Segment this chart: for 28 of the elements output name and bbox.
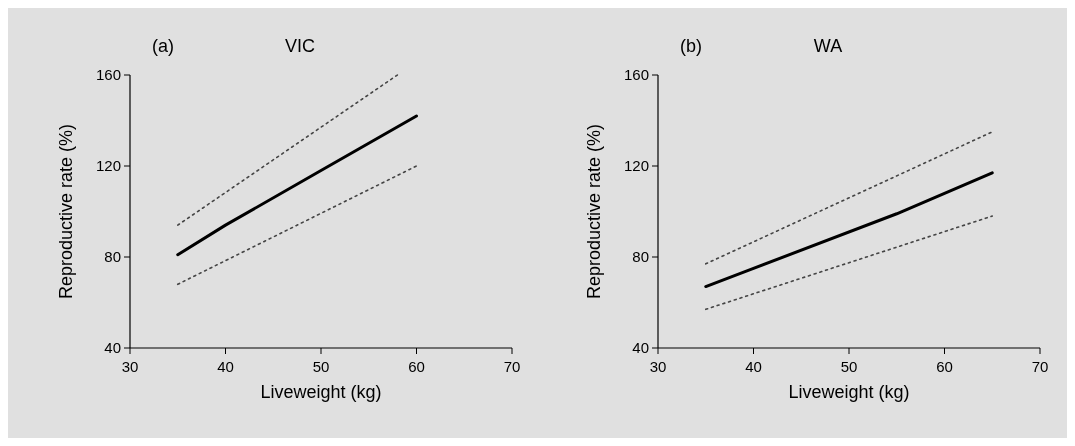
x-tick-label: 40: [217, 358, 234, 375]
y-tick-label: 80: [632, 248, 649, 265]
line-series: [704, 171, 994, 289]
x-tick-label: 30: [121, 358, 139, 375]
x-tick-label: 30: [649, 358, 667, 375]
y-tick-label: 160: [95, 66, 121, 83]
x-axis-title: Liveweight (kg): [788, 382, 910, 402]
x-tick-label: 50: [840, 358, 858, 375]
text: (a): [152, 36, 174, 56]
x-tick-label: 70: [1031, 358, 1049, 375]
y-axis-title: Reproductive rate (%): [56, 123, 76, 300]
line-series: [176, 114, 418, 257]
x-tick-label: 40: [745, 358, 762, 375]
y-tick-label: 120: [95, 157, 121, 174]
x-axis-title: Liveweight (kg): [260, 382, 382, 402]
y-axis-title: Reproductive rate (%): [584, 123, 604, 300]
x-tick-label: 70: [503, 358, 521, 375]
x-tick-label: 60: [936, 358, 953, 375]
y-tick-label: 40: [632, 339, 649, 356]
chart-title: VIC: [284, 36, 316, 56]
x-tick-label: 60: [408, 358, 425, 375]
y-tick-label: 80: [104, 248, 121, 265]
chart-title: WA: [813, 36, 843, 56]
text: (b): [680, 36, 702, 56]
y-tick-label: 160: [623, 66, 649, 83]
y-tick-label: 120: [623, 157, 649, 174]
y-tick-label: 40: [104, 339, 121, 356]
x-tick-label: 50: [312, 358, 330, 375]
